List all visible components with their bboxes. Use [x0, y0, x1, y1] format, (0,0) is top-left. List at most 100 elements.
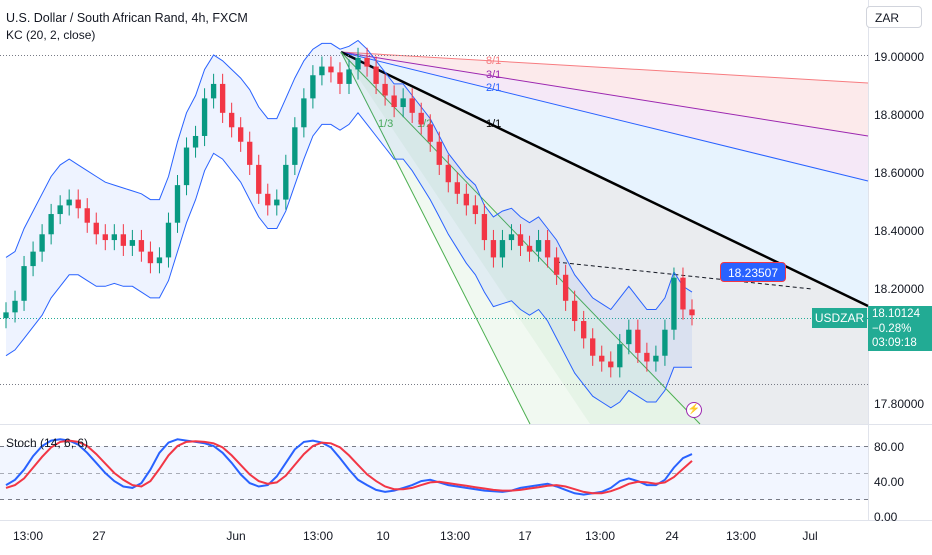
- candle-body: [626, 329, 632, 345]
- candle-body: [481, 214, 488, 241]
- candle-body: [39, 234, 45, 252]
- fan-line-8-1[interactable]: [340, 51, 869, 84]
- candle-body: [590, 338, 596, 356]
- candle-body: [102, 234, 108, 241]
- candle-body: [48, 214, 54, 235]
- y-tick-18-2: 18.20000: [874, 282, 925, 296]
- stoch-tick-80: 80.00: [874, 440, 905, 454]
- candle-body: [409, 98, 415, 113]
- candle-body: [30, 251, 36, 267]
- dashed-trend-line[interactable]: [555, 261, 813, 290]
- candle-body: [12, 300, 18, 313]
- indicator-label: KC (20, 2, close): [6, 28, 96, 42]
- candle-body: [553, 257, 560, 275]
- candle-body: [228, 112, 235, 128]
- candle-body: [274, 199, 280, 206]
- candle-body: [265, 193, 271, 206]
- stoch-tick-40: 40.00: [874, 475, 905, 489]
- candle-body: [256, 164, 262, 194]
- candle-body: [644, 352, 650, 362]
- candle-body: [93, 222, 99, 235]
- candle-body: [517, 234, 524, 246]
- price-callout[interactable]: 18.23507: [720, 262, 786, 282]
- candle-body: [120, 234, 127, 246]
- candle-body: [671, 277, 677, 330]
- price-pane-bg: [0, 0, 868, 424]
- x-tick: 27: [92, 529, 106, 543]
- candle-body: [129, 240, 136, 246]
- x-tick: 13:00: [584, 529, 616, 543]
- candle-body: [337, 72, 343, 84]
- chart-legend: U.S. Dollar / South African Rand, 4h, FX…: [6, 10, 248, 44]
- fan-label-8-1: 8/1: [486, 55, 501, 67]
- currency-button[interactable]: ZAR: [866, 6, 922, 28]
- candles: [3, 47, 695, 378]
- candle-body: [391, 95, 397, 108]
- candle-body: [355, 57, 361, 70]
- candle-body: [292, 127, 298, 165]
- fan-label-1-3: 1/3: [378, 118, 393, 130]
- candle-body: [174, 185, 181, 223]
- x-tick: 13:00: [12, 529, 44, 543]
- x-tick: 13:00: [439, 529, 471, 543]
- price-change: −0.28%: [872, 322, 912, 335]
- y-tick-18-8: 18.80000: [874, 108, 925, 122]
- x-tick: Jul: [802, 529, 818, 543]
- candle-body: [364, 57, 370, 67]
- fan-label-2-1: 2/1: [486, 82, 501, 94]
- candle-body: [490, 240, 497, 258]
- candle-body: [526, 245, 533, 252]
- keltner-lower-line: [5, 111, 692, 409]
- candle-body: [653, 355, 659, 362]
- candle-body: [66, 199, 72, 206]
- symbol-tag: USDZAR: [812, 308, 867, 328]
- x-tick: Jun: [226, 529, 246, 543]
- fan-line-3-1[interactable]: [340, 51, 869, 137]
- candle-body: [319, 66, 325, 76]
- candle-body: [310, 75, 316, 99]
- candle-body: [84, 208, 90, 223]
- candle-body: [454, 182, 460, 194]
- fan-labels: 8/1 3/1 2/1 1/1 1/3 1/2: [378, 55, 501, 130]
- candle-body: [689, 309, 695, 316]
- stoch-tick-0: 0.00: [874, 510, 898, 524]
- candle-body: [418, 112, 424, 125]
- candle-body: [283, 164, 289, 200]
- candle-body: [301, 98, 307, 128]
- y-tick-18-6: 18.60000: [874, 166, 925, 180]
- bar-countdown: 03:09:18: [872, 337, 917, 349]
- candle-body: [201, 98, 208, 136]
- candle-body: [328, 66, 334, 73]
- candle-body: [680, 277, 686, 310]
- candle-body: [75, 199, 81, 209]
- candle-body: [210, 83, 217, 99]
- candle-body: [608, 361, 614, 368]
- candle-body: [346, 69, 352, 84]
- candle-body: [219, 83, 226, 113]
- candle-body: [57, 205, 63, 215]
- candle-body: [535, 240, 542, 252]
- fan-label-1-1: 1/1: [486, 118, 501, 130]
- stoch-d-line: [5, 439, 693, 495]
- candle-body: [238, 127, 244, 142]
- x-tick: 13:00: [725, 529, 757, 543]
- stoch-k-line: [5, 438, 693, 496]
- candle-body: [436, 141, 442, 165]
- fan-line-1-3[interactable]: [340, 51, 531, 425]
- symbol-title: U.S. Dollar / South African Rand, 4h, FX…: [6, 11, 248, 25]
- fan-line-2-1[interactable]: [340, 51, 869, 182]
- keltner-upper-line: [5, 39, 693, 311]
- lightning-icon[interactable]: ⚡: [686, 402, 702, 418]
- candle-body: [382, 83, 388, 96]
- last-price-box: 18.10124 −0.28% 03:09:18: [868, 306, 932, 351]
- last-price-value: 18.10124: [872, 308, 920, 320]
- candle-body: [373, 66, 379, 84]
- x-tick: 13:00: [302, 529, 334, 543]
- candle-body: [562, 274, 569, 301]
- stoch-label: Stoch (14, 6, 6): [6, 436, 89, 450]
- candle-body: [571, 300, 578, 322]
- keltner-fill: [6, 40, 692, 408]
- x-tick: 24: [665, 529, 679, 543]
